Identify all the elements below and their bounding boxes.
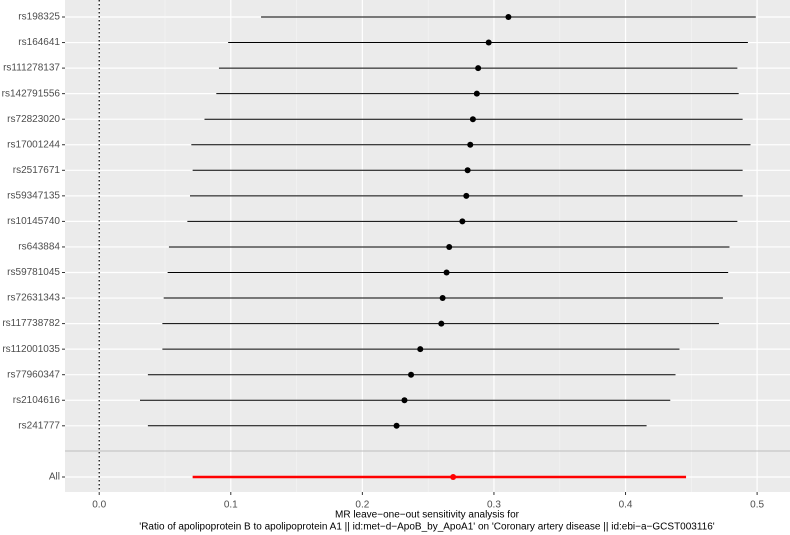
y-tick-label: rs10145740: [7, 216, 60, 227]
point-estimate: [459, 218, 466, 225]
point-estimate: [475, 65, 482, 72]
x-axis-title: MR leave−one−out sensitivity analysis fo…: [335, 510, 520, 521]
y-tick-label: rs112001035: [2, 344, 60, 355]
point-estimate: [401, 397, 408, 404]
point-estimate: [393, 422, 400, 429]
x-tick-label: 0.2: [355, 500, 369, 511]
x-tick-label: 0.3: [487, 500, 501, 511]
y-tick-label: rs59781045: [7, 267, 60, 278]
y-tick-label: rs2104616: [13, 395, 61, 406]
point-estimate: [438, 320, 445, 327]
y-tick-label: rs59347135: [7, 190, 60, 201]
x-axis-title: 'Ratio of apolipoprotein B to apolipopro…: [139, 522, 715, 533]
y-tick-label: rs117738782: [2, 318, 60, 329]
point-estimate: [446, 243, 453, 250]
y-tick-label: rs77960347: [7, 369, 60, 380]
point-estimate: [439, 295, 446, 302]
point-estimate: [469, 116, 476, 123]
y-tick-label: rs2517671: [13, 165, 61, 176]
y-tick-label: rs72631343: [7, 293, 60, 304]
point-estimate: [473, 90, 480, 97]
y-tick-label: rs17001244: [7, 139, 60, 150]
point-estimate: [463, 192, 470, 199]
y-tick-label: rs643884: [18, 242, 60, 253]
point-estimate: [467, 141, 474, 148]
y-tick-label: All: [49, 472, 60, 483]
point-estimate: [450, 474, 457, 480]
point-estimate: [464, 167, 471, 174]
x-tick-label: 0.1: [224, 500, 238, 511]
y-tick-label: rs142791556: [2, 88, 61, 99]
y-tick-label: rs72823020: [7, 114, 60, 125]
y-tick-label: rs111278137: [3, 63, 60, 74]
y-tick-label: rs241777: [18, 420, 60, 431]
point-estimate: [485, 39, 492, 46]
point-estimate: [505, 14, 512, 20]
point-estimate: [443, 269, 450, 276]
x-tick-label: 0.0: [92, 500, 106, 511]
y-tick-label: rs164641: [18, 37, 60, 48]
y-tick-label: rs198325: [18, 12, 60, 23]
x-tick-label: 0.4: [619, 500, 633, 511]
panel: [65, 0, 790, 492]
point-estimate: [417, 346, 424, 353]
x-tick-label: 0.5: [750, 500, 764, 511]
point-estimate: [408, 371, 415, 378]
